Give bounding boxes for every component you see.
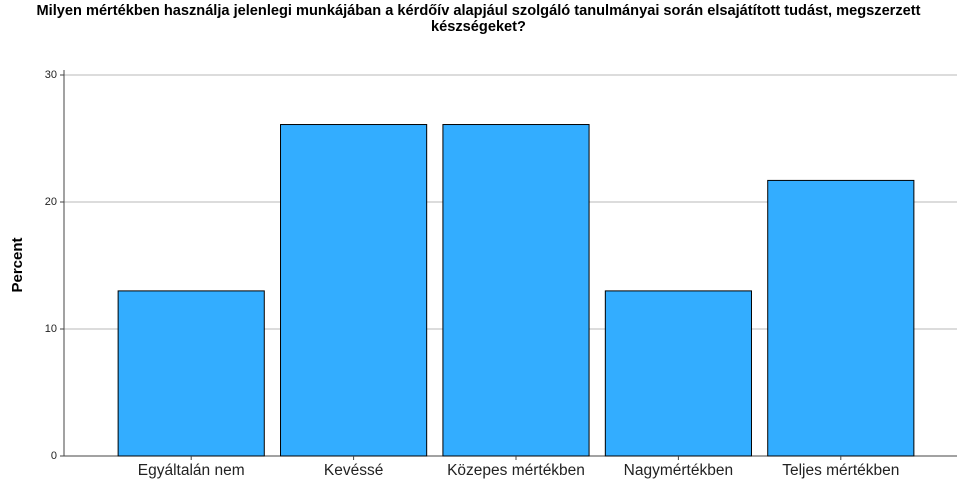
x-tick-label: Teljes mértékben bbox=[782, 462, 900, 479]
x-tick-label: Nagymértékben bbox=[623, 462, 734, 479]
bar bbox=[117, 290, 265, 457]
y-tick-label: 30 bbox=[45, 69, 57, 81]
x-tick-label: Kevéssé bbox=[323, 462, 384, 479]
x-tick-label: Egyáltalán nem bbox=[137, 462, 245, 479]
y-tick-label: 0 bbox=[51, 450, 57, 462]
y-tick-label: 20 bbox=[45, 196, 57, 208]
bar bbox=[280, 124, 428, 457]
bar bbox=[767, 179, 915, 457]
x-tick-label: Közepes mértékben bbox=[447, 462, 585, 479]
chart-title: Milyen mértékben használja jelenlegi mun… bbox=[36, 3, 921, 35]
y-axis-label: Percent bbox=[9, 237, 26, 292]
bar bbox=[604, 290, 752, 457]
y-tick-label: 10 bbox=[45, 323, 57, 335]
bar bbox=[442, 124, 590, 457]
